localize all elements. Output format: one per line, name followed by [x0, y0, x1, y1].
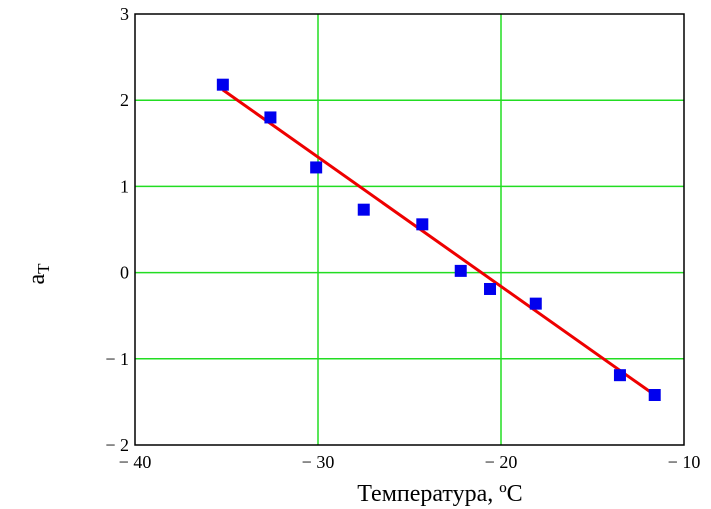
data-point [484, 282, 497, 295]
data-point [216, 78, 229, 91]
y-axis-label-main: a [24, 274, 50, 285]
data-point [454, 264, 467, 277]
y-tick-label: 3 [120, 4, 129, 24]
grid-layer [135, 14, 684, 445]
svg-text:aT: aT [24, 263, 53, 285]
y-tick-label: 1 [120, 176, 129, 196]
data-point [264, 111, 277, 124]
data-point [416, 218, 429, 231]
y-axis-label-subscript: T [34, 263, 53, 274]
data-point [613, 369, 626, 382]
y-tick-label: − 1 [105, 349, 129, 369]
x-tick-label: − 30 [302, 452, 335, 472]
x-axis-label: Температура, ºC [357, 481, 522, 507]
y-tick-label: 2 [120, 90, 129, 110]
y-tick-label: − 2 [105, 435, 129, 455]
data-point [357, 203, 370, 216]
data-point [529, 297, 542, 310]
data-point [648, 389, 661, 402]
y-axis-label: aT [24, 263, 53, 285]
x-tick-label: − 40 [119, 452, 152, 472]
x-tick-label: − 20 [485, 452, 518, 472]
x-tick-labels: − 40 − 30 − 20 − 10 [119, 452, 701, 472]
data-point [310, 161, 323, 174]
data-points-layer [216, 78, 661, 402]
plot-frame [134, 13, 685, 446]
fit-line [221, 88, 656, 397]
fit-line-layer [221, 88, 656, 397]
y-tick-labels: − 2 − 1 0 1 2 3 [105, 4, 129, 455]
y-tick-label: 0 [120, 263, 129, 283]
x-tick-label: − 10 [668, 452, 701, 472]
